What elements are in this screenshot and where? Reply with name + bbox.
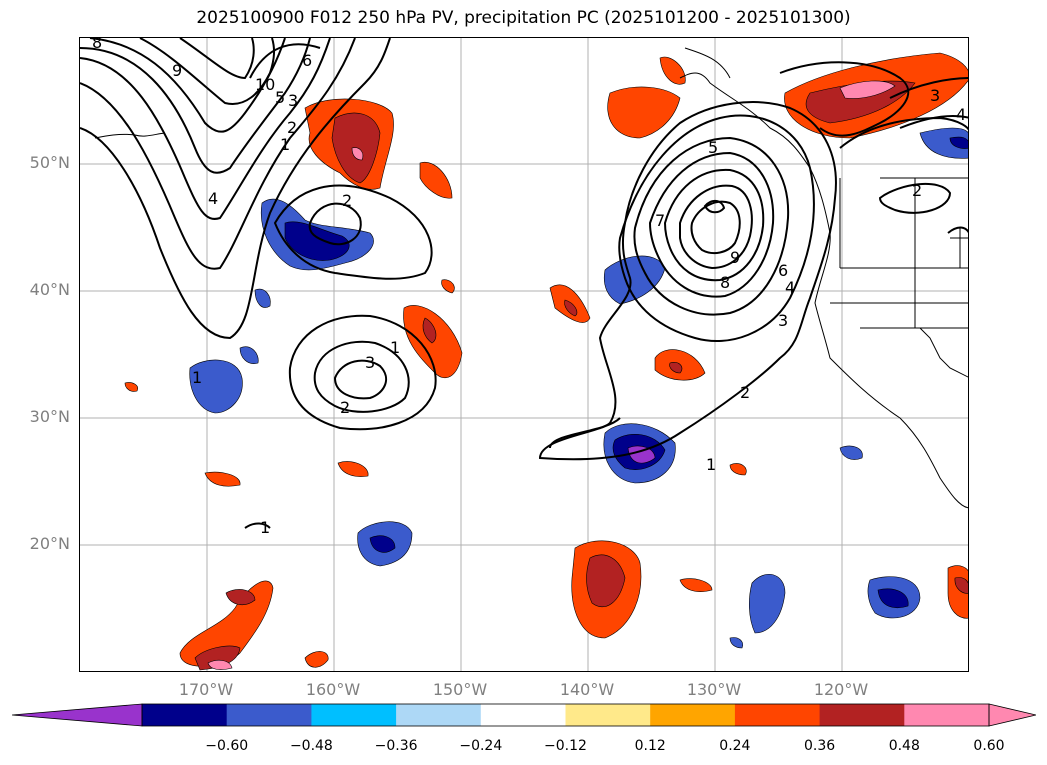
colorbar-tick: 0.36 xyxy=(804,738,836,754)
coastlines xyxy=(94,47,968,509)
contour-label: 1 xyxy=(280,135,290,154)
contour-label: 5 xyxy=(275,88,285,107)
colorbar-cell xyxy=(311,704,397,726)
contour-label: 4 xyxy=(208,189,218,208)
contour-label: 3 xyxy=(930,86,940,105)
colorbar-tick: −0.24 xyxy=(459,738,503,754)
colorbar xyxy=(12,703,1036,727)
colorbar-cell xyxy=(396,704,482,726)
lon-label-160w: 160°W xyxy=(305,680,361,699)
colorbar-cell xyxy=(650,704,736,726)
colorbar-cell xyxy=(480,704,566,726)
colorbar-tick: 0.48 xyxy=(888,738,920,754)
colorbar-tick: 0.60 xyxy=(973,738,1005,754)
colorbar-cell xyxy=(226,704,312,726)
map-panel: 8 9 10 6 5 3 2 1 4 2 1 3 2 1 5 7 9 8 6 4… xyxy=(79,37,969,672)
colorbar-tick: −0.12 xyxy=(544,738,587,754)
contour-label: 9 xyxy=(172,61,182,80)
contour-label: 5 xyxy=(708,138,718,157)
contour-label: 2 xyxy=(340,398,350,417)
lon-label-120w: 120°W xyxy=(813,680,869,699)
colorbar-tick: 0.12 xyxy=(634,738,666,754)
contour-label: 3 xyxy=(288,91,298,110)
contour-label: 1 xyxy=(390,338,400,357)
chart-title: 2025100900 F012 250 hPa PV, precipitatio… xyxy=(196,8,851,28)
lon-label-150w: 150°W xyxy=(432,680,488,699)
contour-label: 8 xyxy=(92,38,102,52)
contour-label: 1 xyxy=(192,368,202,387)
contour-label: 6 xyxy=(778,261,788,280)
contour-labels: 8 9 10 6 5 3 2 1 4 2 1 3 2 1 5 7 9 8 6 4… xyxy=(92,38,966,537)
contour-label: 4 xyxy=(956,105,966,124)
colorbar-tick: 0.24 xyxy=(719,738,751,754)
contour-label: 2 xyxy=(342,191,352,210)
colorbar-cell xyxy=(142,704,228,726)
precip-negative xyxy=(189,127,968,649)
colorbar-cell xyxy=(734,704,821,726)
map-canvas: 8 9 10 6 5 3 2 1 4 2 1 3 2 1 5 7 9 8 6 4… xyxy=(80,38,968,671)
lat-label-50n: 50°N xyxy=(29,153,70,172)
colorbar-cell xyxy=(819,704,905,726)
precip-positive xyxy=(124,52,968,671)
colorbar-extend-left xyxy=(12,703,143,727)
lat-label-20n: 20°N xyxy=(29,534,70,553)
colorbar-extend-right xyxy=(988,703,1036,727)
colorbar-tick: −0.48 xyxy=(289,738,333,754)
contour-label: 7 xyxy=(655,211,665,230)
contour-label: 3 xyxy=(778,311,788,330)
pv-contours xyxy=(80,38,968,529)
colorbar-cell xyxy=(904,704,990,726)
lon-label-130w: 130°W xyxy=(686,680,742,699)
contour-label: 9 xyxy=(730,248,740,267)
contour-label: 1 xyxy=(260,518,270,537)
lon-label-140w: 140°W xyxy=(559,680,615,699)
colorbar-cell xyxy=(565,704,651,726)
contour-label: 1 xyxy=(706,455,716,474)
lat-label-30n: 30°N xyxy=(29,407,70,426)
colorbar-tick: −0.60 xyxy=(205,738,249,754)
colorbar-tick: −0.36 xyxy=(374,738,418,754)
contour-label: 2 xyxy=(287,118,297,137)
contour-label: 10 xyxy=(255,75,275,94)
contour-label: 2 xyxy=(912,181,922,200)
contour-label: 6 xyxy=(302,51,312,70)
contour-label: 3 xyxy=(365,353,375,372)
colorbar-frame xyxy=(141,703,990,727)
contour-label: 2 xyxy=(740,383,750,402)
contour-label: 4 xyxy=(785,278,795,297)
lat-label-40n: 40°N xyxy=(29,280,70,299)
contour-label: 8 xyxy=(720,273,730,292)
lon-label-170w: 170°W xyxy=(178,680,234,699)
